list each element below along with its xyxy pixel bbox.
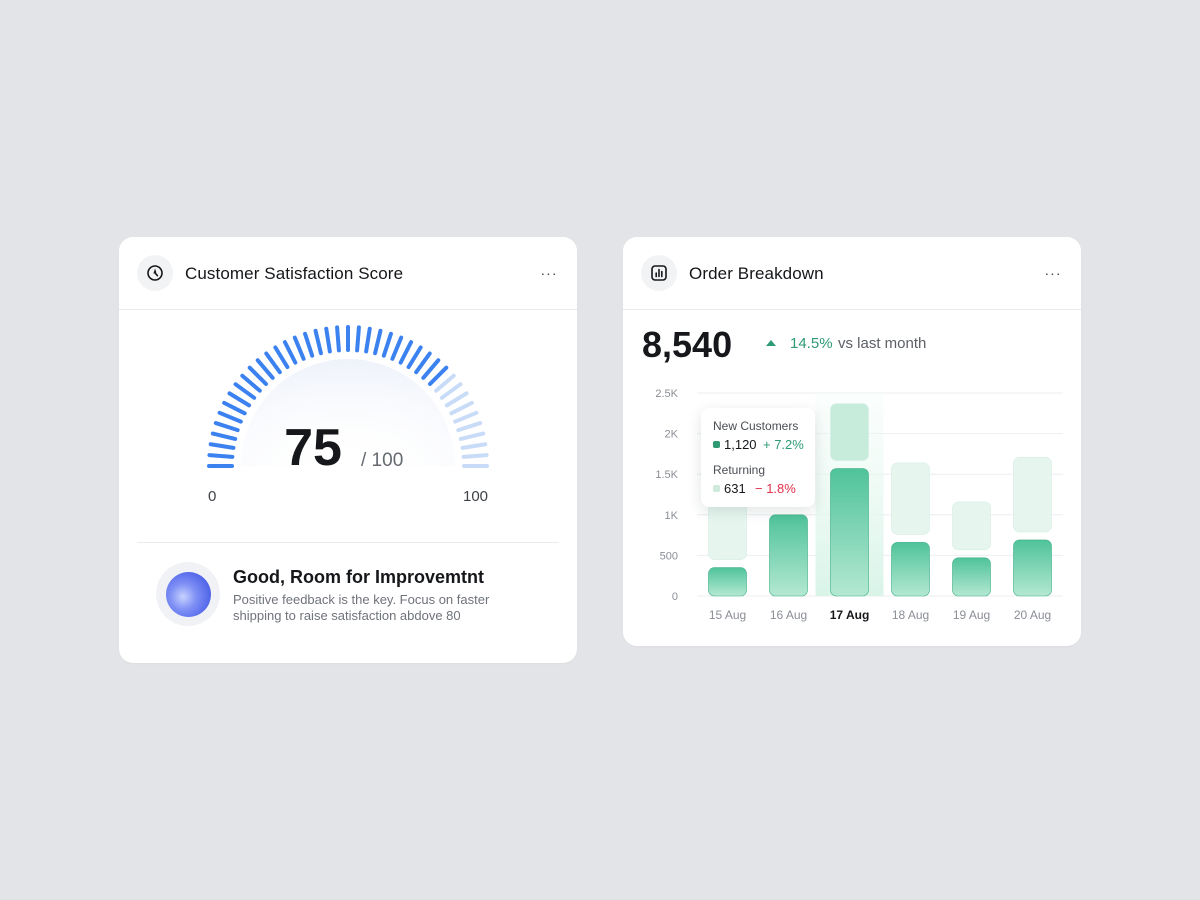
- csat-title: Customer Satisfaction Score: [185, 264, 404, 283]
- csat-header: Customer Satisfaction Score ···: [119, 237, 577, 310]
- gauge-max-label: 100: [463, 488, 489, 505]
- x-tick-label: 17 Aug: [830, 608, 870, 622]
- status-orb-icon: [156, 562, 220, 626]
- gauge-tick: [255, 358, 275, 380]
- y-tick-label: 1.5K: [655, 469, 678, 481]
- gauge-tick: [292, 335, 306, 361]
- gauge-tick: [460, 442, 488, 450]
- gauge-tick: [458, 431, 486, 441]
- x-tick-label: 15 Aug: [709, 608, 746, 622]
- gauge-tick: [210, 431, 238, 441]
- order-bar-chart: 0 500 1K 1.5K 2K 2.5K 15 Aug 16 Aug 17 Aug 18 Aug…: [655, 388, 1063, 622]
- bar-returning[interactable]: [830, 403, 869, 461]
- gauge-tick: [414, 351, 432, 375]
- bar-returning[interactable]: [952, 501, 991, 551]
- csat-more-button[interactable]: ···: [540, 265, 558, 281]
- gauge-tick: [381, 331, 393, 358]
- bar-new-customers[interactable]: [830, 468, 869, 597]
- gauge-tick: [213, 421, 240, 433]
- gauge-inner-fill: [241, 359, 455, 466]
- bar-chart-icon: [641, 255, 677, 291]
- tooltip-new-label: New Customers: [713, 419, 799, 433]
- gauge-tick: [373, 328, 383, 356]
- gauge-tick: [364, 326, 372, 354]
- bar-returning[interactable]: [1013, 456, 1052, 533]
- orb-sphere: [165, 571, 211, 617]
- gauge-tick: [406, 345, 423, 370]
- orders-total: 8,540: [642, 324, 733, 365]
- gauge-tick: [207, 453, 235, 459]
- gauge-tick: [398, 340, 414, 365]
- gauge-tick: [449, 400, 474, 416]
- x-tick-label: 19 Aug: [953, 608, 990, 622]
- gauge-tick: [439, 382, 463, 400]
- gauge-tick: [222, 400, 247, 416]
- bar-new-customers[interactable]: [952, 557, 991, 597]
- gauge-tick: [247, 365, 268, 386]
- tooltip-returning-value: 631: [724, 481, 746, 496]
- gauge-tick: [264, 351, 282, 375]
- tooltip-returning-swatch: [713, 485, 720, 492]
- gauge-tick: [355, 325, 361, 353]
- chart-tooltip: New Customers 1,120 + 7.2% Returning 631…: [701, 408, 815, 507]
- divider: [137, 542, 559, 543]
- gauge-tick: [324, 326, 332, 354]
- tooltip-new-swatch: [713, 441, 720, 448]
- gauge-max-text: / 100: [361, 450, 404, 471]
- gauge-icon: [137, 255, 173, 291]
- gauge-score: 75: [284, 419, 342, 477]
- bar-new-customers[interactable]: [769, 514, 808, 597]
- x-tick-label: 18 Aug: [892, 608, 929, 622]
- x-tick-label: 16 Aug: [770, 608, 807, 622]
- orders-title: Order Breakdown: [689, 264, 824, 283]
- gauge-tick: [390, 335, 404, 361]
- gauge-tick: [421, 358, 441, 380]
- bar-new-customers[interactable]: [891, 542, 930, 597]
- gauge-tick: [434, 373, 456, 393]
- feedback-text: Positive feedback is the key. Focus on f…: [233, 592, 490, 623]
- bar-returning[interactable]: [891, 462, 930, 535]
- y-tick-label: 2K: [665, 429, 679, 441]
- gauge-tick: [233, 382, 257, 400]
- y-tick-label: 500: [660, 550, 678, 562]
- gauge-tick: [208, 442, 236, 450]
- gauge-tick: [227, 391, 252, 408]
- x-tick-label: 20 Aug: [1014, 608, 1051, 622]
- satisfaction-gauge: [207, 325, 489, 468]
- bar-new-customers[interactable]: [1013, 539, 1052, 597]
- bar-new-customers[interactable]: [708, 567, 747, 597]
- gauge-tick: [313, 328, 323, 356]
- tooltip-new-change: + 7.2%: [763, 437, 804, 452]
- gauge-tick: [444, 391, 469, 408]
- tooltip-returning-label: Returning: [713, 463, 766, 477]
- y-tick-label: 2.5K: [655, 388, 678, 400]
- gauge-tick: [273, 345, 290, 370]
- gauge-tick: [461, 453, 489, 459]
- y-tick-label: 0: [672, 591, 678, 603]
- feedback-title: Good, Room for Improvemtnt: [233, 567, 484, 587]
- orders-more-button[interactable]: ···: [1044, 265, 1062, 281]
- csat-card: Customer Satisfaction Score ··· 75 / 100…: [119, 237, 577, 663]
- y-tick-label: 1K: [665, 510, 679, 522]
- orders-card: Order Breakdown ··· 8,540 14.5% vs last …: [623, 237, 1081, 646]
- trend-percentage: 14.5%: [790, 335, 833, 352]
- orders-header: Order Breakdown ···: [623, 237, 1081, 310]
- tooltip-new-value: 1,120: [724, 437, 757, 452]
- gauge-tick: [303, 331, 315, 358]
- gauge-tick: [453, 410, 479, 424]
- gauge-min-label: 0: [208, 488, 217, 505]
- tooltip-returning-change: − 1.8%: [755, 481, 796, 496]
- gauge-tick: [217, 410, 243, 424]
- gauge-tick: [282, 340, 298, 365]
- gauge-tick: [428, 365, 449, 386]
- gauge-tick: [240, 373, 262, 393]
- gauge-tick: [456, 421, 483, 433]
- trend-up-icon: [766, 340, 776, 346]
- trend-comparison-text: vs last month: [838, 335, 927, 352]
- gauge-tick: [335, 325, 341, 353]
